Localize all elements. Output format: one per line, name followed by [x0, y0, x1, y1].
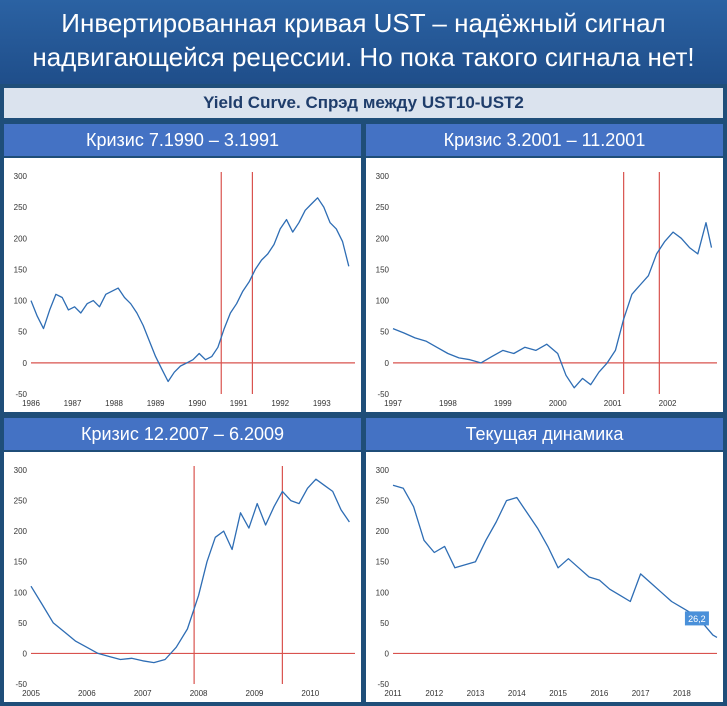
- panel-title-crisis-2001: Кризис 3.2001 – 11.2001: [366, 124, 723, 156]
- y-tick-label: 100: [14, 588, 28, 597]
- y-tick-label: 150: [376, 265, 390, 274]
- y-tick-label: -50: [15, 680, 27, 689]
- page-title-line-1: Инвертированная кривая UST – надёжный си…: [61, 8, 666, 38]
- x-tick-label: 1997: [384, 399, 402, 408]
- x-tick-label: 2014: [508, 689, 526, 698]
- series-line: [30, 197, 350, 383]
- y-tick-label: -50: [377, 680, 389, 689]
- x-tick-label: 2018: [673, 689, 691, 698]
- y-tick-label: -50: [15, 390, 27, 399]
- x-tick-label: 1991: [230, 399, 248, 408]
- y-tick-label: 50: [18, 619, 27, 628]
- y-tick-label: 0: [23, 359, 28, 368]
- x-tick-label: 1999: [494, 399, 512, 408]
- x-tick-label: 1989: [147, 399, 165, 408]
- y-tick-label: 100: [14, 297, 28, 306]
- chart-current: -50 0 50 100 150 200 250 300 2011 2012 2013 2014 201…: [376, 466, 718, 698]
- y-tick-label: 0: [385, 649, 390, 658]
- y-tick-label: 0: [23, 649, 28, 658]
- panel-title-current: Текущая динамика: [366, 418, 723, 450]
- x-tick-label: 1998: [439, 399, 457, 408]
- y-tick-label: 50: [380, 619, 389, 628]
- x-tick-label: 2000: [549, 399, 567, 408]
- x-tick-label: 2013: [467, 689, 485, 698]
- x-tick-label: 2002: [659, 399, 677, 408]
- y-tick-label: 300: [14, 466, 28, 475]
- chart-panel-crisis-1990: -50 0 50 100 150 200 250 300 1986 1987 1988 1989 199…: [4, 158, 361, 412]
- series-line: [392, 222, 713, 389]
- panel-title-crisis-2007: Кризис 12.2007 – 6.2009: [4, 418, 361, 450]
- y-tick-label: 200: [376, 527, 390, 536]
- y-tick-label: 250: [14, 203, 28, 212]
- x-tick-label: 1990: [188, 399, 206, 408]
- y-tick-label: 50: [380, 328, 389, 337]
- y-tick-label: 300: [14, 172, 28, 181]
- y-tick-label: 100: [376, 588, 390, 597]
- panel-title-crisis-1990: Кризис 7.1990 – 3.1991: [4, 124, 361, 156]
- value-callout-box: [684, 611, 709, 626]
- y-tick-label: 50: [18, 328, 27, 337]
- series-line: [30, 478, 350, 664]
- page-title-line-2: надвигающейся рецессии. Но пока такого с…: [32, 42, 695, 72]
- chart-crisis-1990: -50 0 50 100 150 200 250 300 1986 1987 1988 1989 199…: [14, 172, 355, 408]
- y-tick-label: 250: [14, 497, 28, 506]
- chart-crisis-2001: -50 0 50 100 150 200 250 300 1997 1998 1999 2000 200…: [376, 172, 717, 408]
- x-tick-label: 2012: [425, 689, 443, 698]
- x-tick-label: 2009: [246, 689, 264, 698]
- x-tick-label: 2016: [590, 689, 608, 698]
- x-tick-label: 1986: [22, 399, 40, 408]
- y-tick-label: -50: [377, 390, 389, 399]
- x-tick-label: 2008: [190, 689, 208, 698]
- y-tick-label: 150: [14, 558, 28, 567]
- x-tick-label: 2017: [632, 689, 650, 698]
- series-line: [392, 484, 718, 638]
- y-tick-label: 200: [376, 234, 390, 243]
- chart-panel-current: -50 0 50 100 150 200 250 300 2011 2012 2013 2014 201…: [366, 452, 723, 702]
- x-tick-label: 2006: [78, 689, 96, 698]
- x-tick-label: 2015: [549, 689, 567, 698]
- value-callout-label: 26,2: [688, 614, 706, 624]
- page-title: Инвертированная кривая UST – надёжный си…: [0, 0, 727, 84]
- x-tick-label: 2007: [134, 689, 152, 698]
- x-tick-label: 1988: [105, 399, 123, 408]
- chart-panel-crisis-2001: -50 0 50 100 150 200 250 300 1997 1998 1999 2000 200…: [366, 158, 723, 412]
- y-tick-label: 200: [14, 234, 28, 243]
- y-tick-label: 250: [376, 497, 390, 506]
- chart-panel-crisis-2007: -50 0 50 100 150 200 250 300 2005 2006 2007 2008 200…: [4, 452, 361, 702]
- x-tick-label: 1993: [313, 399, 331, 408]
- x-tick-label: 2011: [384, 689, 402, 698]
- y-tick-label: 0: [385, 359, 390, 368]
- y-tick-label: 150: [14, 265, 28, 274]
- x-tick-label: 1987: [64, 399, 82, 408]
- x-tick-label: 2005: [22, 689, 40, 698]
- y-tick-label: 300: [376, 172, 390, 181]
- x-tick-label: 2010: [301, 689, 319, 698]
- x-tick-label: 1992: [271, 399, 289, 408]
- y-tick-label: 200: [14, 527, 28, 536]
- y-tick-label: 250: [376, 203, 390, 212]
- y-tick-label: 300: [376, 466, 390, 475]
- y-tick-label: 100: [376, 297, 390, 306]
- y-tick-label: 150: [376, 558, 390, 567]
- chart-crisis-2007: -50 0 50 100 150 200 250 300 2005 2006 2007 2008 200…: [14, 466, 355, 698]
- x-tick-label: 2001: [604, 399, 622, 408]
- chart-subtitle: Yield Curve. Спрэд между UST10-UST2: [4, 88, 723, 118]
